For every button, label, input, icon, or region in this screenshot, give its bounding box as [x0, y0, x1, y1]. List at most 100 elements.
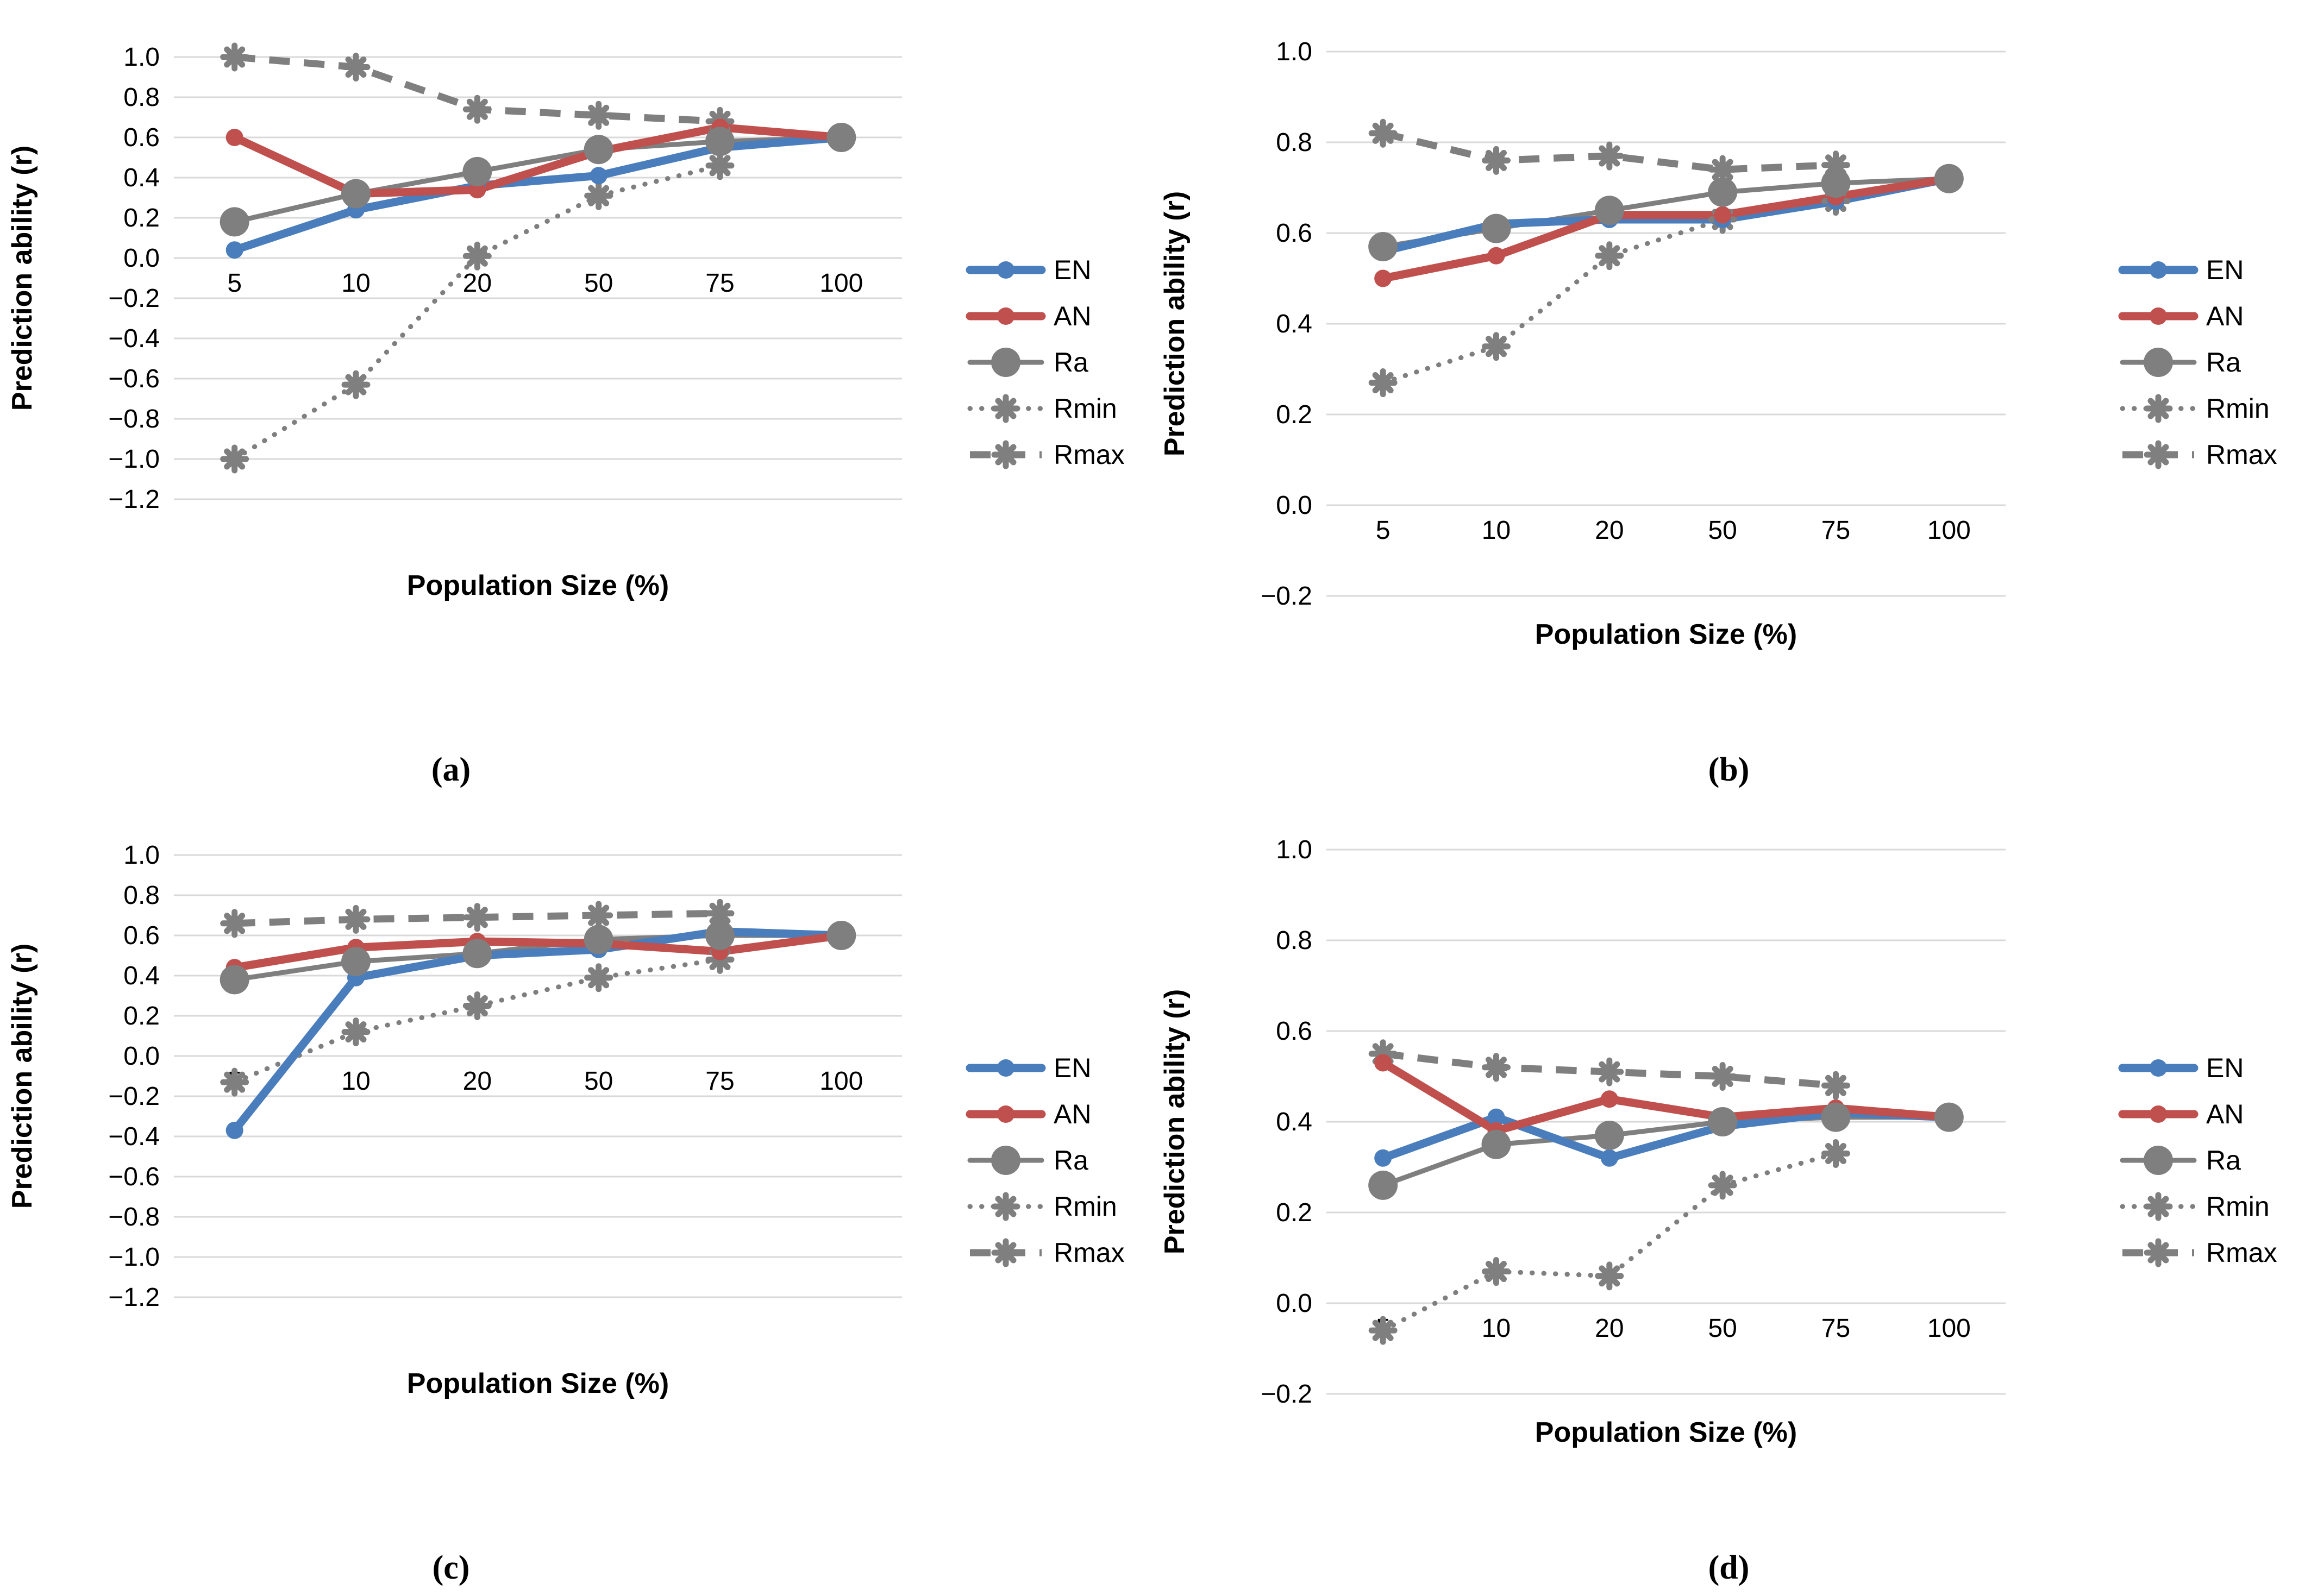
legend-marker-Ra [991, 348, 1020, 377]
series-Rmin-marker [1482, 1257, 1511, 1286]
series-Rmax-marker [1368, 1039, 1398, 1069]
y-tick-label: 0.6 [123, 921, 160, 950]
series-Rmin-markers [1368, 1139, 1850, 1345]
chart-panel-d: 1.0 0.8 0.6 0.4 0.2 0.0 −0.2 5 10 20 50 75 100 Predic… [1152, 798, 2305, 1596]
y-tick-label: −0.2 [1261, 1380, 1312, 1409]
series-Ra-marker [341, 947, 371, 977]
x-tick-label: 20 [1595, 516, 1624, 545]
caption-d: (d) [1708, 1549, 1750, 1586]
x-tick-label: 75 [705, 269, 734, 298]
series-Rmax-marker [341, 904, 371, 934]
chart-panel-c: 1.0 0.8 0.6 0.4 0.2 0.0 −0.2 −0.4 −0.6 −0.8 −1.0 −1… [0, 798, 1152, 1596]
x-axis-title: Population Size (%) [407, 1368, 669, 1399]
legend-item-Ra: Ra [2120, 1145, 2241, 1176]
legend-label: AN [2206, 1099, 2244, 1129]
y-grid: 1.0 0.8 0.6 0.4 0.2 0.0 −0.2 [1261, 37, 2006, 611]
legend-marker-Rmin [991, 394, 1020, 423]
y-tick-label: 0.0 [123, 1042, 160, 1071]
legend-label: Ra [2206, 1145, 2241, 1176]
series-Ra-marker [705, 921, 735, 950]
y-tick-label: −1.2 [108, 1283, 160, 1312]
y-tick-label: 0.4 [1276, 1108, 1312, 1136]
series-AN-line [230, 123, 845, 198]
x-tick-label: 10 [1482, 516, 1511, 545]
caption-a: (a) [431, 751, 471, 788]
legend-marker-EN [2150, 1059, 2167, 1077]
legend-item-Rmin: Rmin [2120, 1191, 2270, 1222]
y-tick-label: 0.0 [1276, 491, 1312, 520]
series-Ra-marker [1934, 164, 1964, 193]
y-tick-label: 0.8 [1276, 128, 1312, 157]
x-tick-label: 50 [1708, 1314, 1737, 1343]
series-Rmin-marker [584, 963, 613, 992]
series-Rmax-marker [462, 903, 492, 932]
legend-item-Ra: Ra [967, 1145, 1088, 1176]
y-tick-label: 0.6 [1276, 1017, 1312, 1046]
caption-b: (b) [1708, 751, 1750, 788]
series-Rmin-marker [1708, 1171, 1737, 1200]
legend-marker-EN [2150, 261, 2167, 279]
series-Ra-marker [1481, 213, 1511, 243]
series-Ra-markers [1368, 1102, 1964, 1200]
series-AN-line [230, 931, 845, 972]
legend-item-Ra: Ra [967, 347, 1088, 378]
x-ticks: 5 10 20 50 75 100 [227, 269, 863, 298]
x-tick-label: 75 [1821, 1314, 1850, 1343]
y-tick-label: 0.2 [123, 204, 160, 233]
series-Ra-marker [1594, 196, 1624, 225]
y-axis-title: Prediction ability (r) [7, 944, 38, 1209]
y-tick-label: 0.0 [123, 244, 160, 273]
series-Rmin-marker [1821, 1139, 1850, 1168]
chart-panel-b: 1.0 0.8 0.6 0.4 0.2 0.0 −0.2 5 10 20 50 75 100 Predic… [1152, 0, 2305, 798]
y-tick-label: −1.0 [108, 445, 160, 474]
legend-marker-EN [997, 261, 1014, 279]
series-Ra-marker [462, 939, 492, 969]
series-Rmax-markers [1368, 1039, 1850, 1100]
x-tick-label: 75 [1821, 516, 1850, 545]
x-axis-title: Population Size (%) [407, 570, 669, 601]
x-tick-label: 100 [1927, 516, 1971, 545]
y-grid: 1.0 0.8 0.6 0.4 0.2 0.0 −0.2 [1261, 835, 2006, 1409]
legend-marker-AN [997, 1105, 1014, 1123]
y-tick-label: −1.2 [108, 485, 160, 514]
series-Ra-markers [220, 921, 856, 995]
legend-item-Rmax: Rmax [2122, 1237, 2277, 1268]
series-EN-marker [226, 241, 243, 259]
series-AN-marker [1374, 269, 1392, 287]
legend-item-Ra: Ra [2120, 347, 2241, 378]
series-Rmin-marker [341, 1017, 371, 1047]
legend-item-Rmax: Rmax [2122, 439, 2277, 470]
y-axis-title: Prediction ability (r) [7, 146, 38, 411]
x-tick-label: 20 [1595, 1314, 1624, 1343]
series-Rmax-marker [584, 100, 613, 130]
legend-item-EN: EN [966, 255, 1091, 285]
y-tick-label: −0.4 [108, 1122, 160, 1151]
legend-label: EN [2206, 1053, 2244, 1083]
legend-marker-EN [997, 1059, 1014, 1077]
series-Ra-marker [705, 127, 735, 156]
series-Rmin-marker [1595, 241, 1624, 271]
y-tick-label: 0.2 [1276, 1198, 1312, 1227]
y-tick-label: 0.0 [1276, 1289, 1312, 1318]
y-tick-label: 0.8 [123, 881, 160, 910]
y-tick-label: −0.4 [108, 324, 160, 353]
series-Rmin-marker [462, 241, 492, 271]
legend-label: EN [1054, 255, 1091, 285]
series-Rmin-marker [1368, 1316, 1398, 1345]
y-axis-title: Prediction ability (r) [1159, 989, 1191, 1254]
legend-label: Rmax [2206, 1237, 2277, 1268]
series-EN-marker [1600, 1149, 1618, 1167]
series-Ra-marker [584, 135, 613, 165]
x-tick-label: 10 [341, 1067, 370, 1096]
series-Ra-line [232, 135, 844, 224]
series-EN-marker [590, 167, 607, 185]
y-tick-label: 1.0 [1276, 37, 1312, 66]
x-tick-label: 20 [463, 269, 492, 298]
legend-marker-AN [997, 307, 1014, 325]
x-ticks: 5 10 20 50 75 100 [227, 1067, 863, 1096]
series-Rmin-markers [220, 151, 735, 474]
legend-item-Rmin: Rmin [2120, 393, 2270, 424]
series-AN-marker [1487, 247, 1505, 265]
